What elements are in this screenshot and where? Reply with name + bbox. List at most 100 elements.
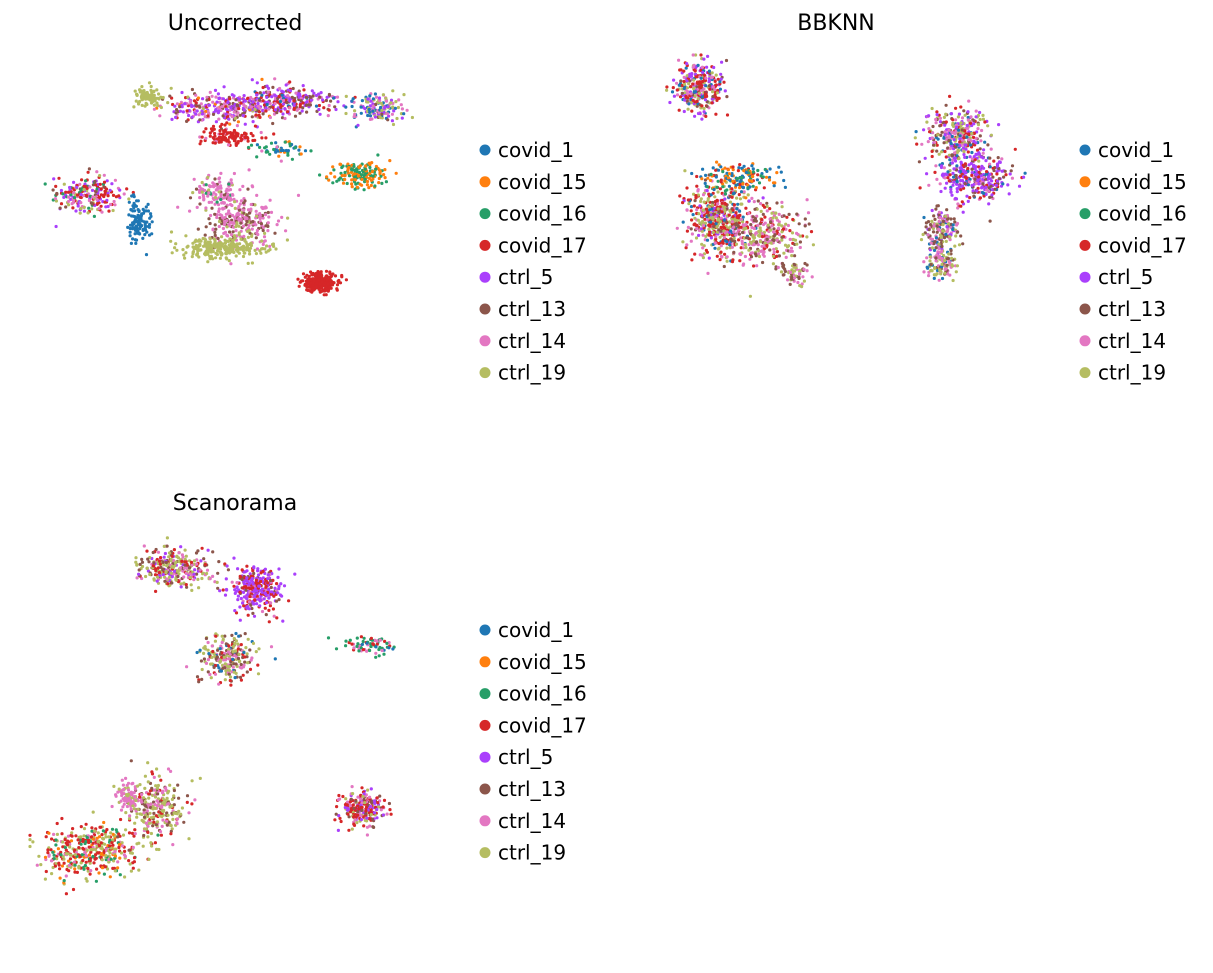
scatter-point <box>327 108 331 112</box>
scatter-point <box>251 138 255 143</box>
scatter-point <box>260 77 264 81</box>
scatter-point <box>72 180 76 184</box>
scatter-point <box>179 582 183 586</box>
scatter-point <box>305 273 309 277</box>
scatter-point <box>227 259 231 263</box>
scatter-point <box>215 215 219 220</box>
scatter-point <box>226 234 230 238</box>
scatter-point <box>747 199 751 203</box>
scatter-point <box>202 197 206 201</box>
scatter-point <box>950 264 955 268</box>
scatter-point <box>714 235 718 239</box>
scatter-point <box>225 187 229 191</box>
scatter-point <box>257 110 261 114</box>
scatter-point <box>216 203 221 207</box>
scatter-point <box>748 231 753 236</box>
scatter-point <box>927 274 931 278</box>
scatter-point <box>314 93 319 98</box>
scatter-point <box>939 234 943 238</box>
scatter-point <box>164 560 168 565</box>
scatter-point <box>684 246 688 250</box>
scatter-point <box>146 209 150 213</box>
scatter-point <box>945 257 949 261</box>
scatter-point <box>756 252 761 256</box>
scatter-point <box>213 134 217 138</box>
scatter-point <box>1013 147 1017 151</box>
scatter-point <box>185 119 189 123</box>
scatter-point <box>749 255 754 259</box>
scatter-point <box>302 88 306 92</box>
scatter-point <box>751 215 755 219</box>
scatter-point <box>222 246 226 250</box>
scatter-point <box>187 113 191 118</box>
scatter-point <box>713 87 717 91</box>
scatter-point <box>706 54 710 59</box>
scatter-point <box>386 112 390 116</box>
scatter-point <box>935 230 939 234</box>
scatter-point <box>957 112 962 116</box>
scatter-point <box>228 230 232 234</box>
scatter-point <box>301 101 305 105</box>
scatter-point <box>87 198 91 203</box>
scatter-point <box>213 212 217 216</box>
scatter-point <box>212 191 216 195</box>
scatter-point <box>971 189 975 193</box>
scatter-point <box>71 206 75 210</box>
scatter-point <box>261 247 265 251</box>
scatter-point <box>677 108 681 112</box>
scatter-point <box>711 230 715 235</box>
scatter-point <box>947 134 951 139</box>
scatter-point <box>964 143 968 147</box>
scatter-point <box>937 242 941 246</box>
scatter-point <box>227 182 231 186</box>
scatter-point <box>957 243 962 247</box>
scatter-point <box>195 572 199 576</box>
scatter-point <box>59 188 64 193</box>
scatter-point <box>752 242 756 246</box>
scatter-point <box>782 214 786 218</box>
scatter-point <box>974 136 978 140</box>
scatter-point <box>178 566 182 570</box>
scatter-point <box>182 575 186 579</box>
scatter-point <box>156 575 160 579</box>
scatter-point <box>793 263 797 267</box>
scatter-point <box>217 109 221 113</box>
scatter-point <box>1010 164 1015 168</box>
scatter-point <box>369 178 373 182</box>
scatter-point <box>266 86 271 90</box>
scatter-point <box>271 105 275 110</box>
scatter-point <box>183 563 187 567</box>
scatter-point <box>390 112 394 116</box>
scatter-point <box>924 225 928 229</box>
scatter-point <box>194 562 199 566</box>
scatter-point <box>700 95 705 99</box>
scatter-point <box>156 104 160 108</box>
scatter-point <box>174 561 178 565</box>
scatter-point <box>953 196 958 201</box>
scatter-point <box>367 161 371 165</box>
scatter-point <box>288 89 293 93</box>
scatter-point <box>704 248 709 252</box>
scatter-point <box>76 204 80 208</box>
scatter-point <box>288 80 292 84</box>
scatter-point <box>241 114 245 118</box>
scatter-point <box>940 262 944 266</box>
scatter-point <box>262 103 267 107</box>
scatter-point <box>318 95 322 99</box>
scatter-point <box>262 91 266 95</box>
scatter-point <box>179 545 183 549</box>
scatter-point <box>744 222 748 226</box>
scanorama-scatter-plot <box>28 536 396 896</box>
scatter-point <box>782 178 786 183</box>
scatter-point <box>51 188 55 192</box>
scatter-point <box>716 179 720 183</box>
scatter-point <box>972 194 976 198</box>
scatter-point <box>251 97 255 101</box>
scatter-point <box>400 116 404 120</box>
scatter-point <box>765 237 769 241</box>
scatter-point <box>346 168 350 172</box>
scatter-point <box>1003 169 1007 173</box>
scatter-point <box>301 84 305 88</box>
scatter-point <box>329 99 333 103</box>
scatter-point <box>320 280 324 284</box>
